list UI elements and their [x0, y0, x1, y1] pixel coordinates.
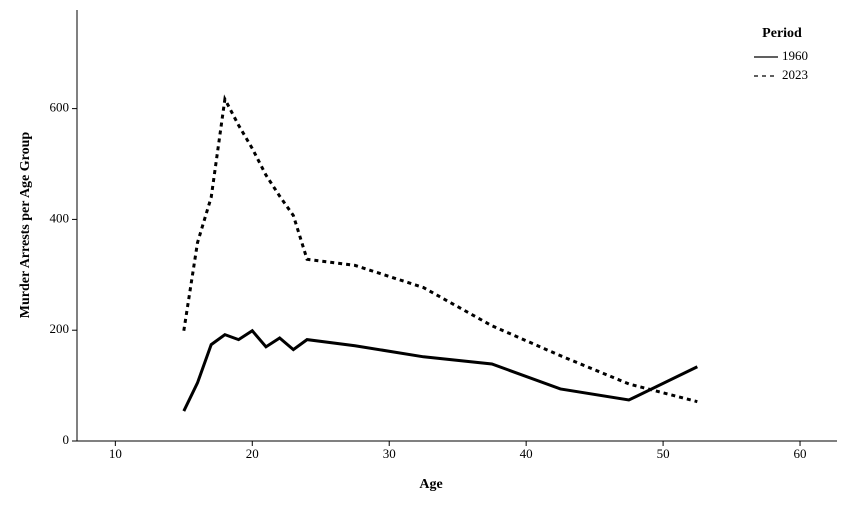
x-tick-label: 60	[794, 446, 807, 461]
line-series	[182, 94, 698, 404]
y-tick-label: 600	[50, 100, 70, 115]
x-tick-label: 20	[246, 446, 259, 461]
y-axis-label: Murder Arrests per Age Group	[18, 132, 33, 319]
x-tick-label: 10	[109, 446, 122, 461]
y-tick-label: 0	[63, 432, 70, 447]
y-tick-label: 200	[50, 321, 70, 336]
legend-label: 1960	[782, 48, 808, 63]
x-tick-label: 30	[383, 446, 396, 461]
x-tick-label: 40	[520, 446, 533, 461]
x-axis-label: Age	[419, 477, 442, 492]
y-tick-label: 400	[50, 210, 70, 225]
legend-title: Period	[762, 26, 802, 41]
x-tick-label: 50	[657, 446, 670, 461]
line-series	[182, 328, 698, 412]
legend-label: 2023	[782, 67, 808, 82]
